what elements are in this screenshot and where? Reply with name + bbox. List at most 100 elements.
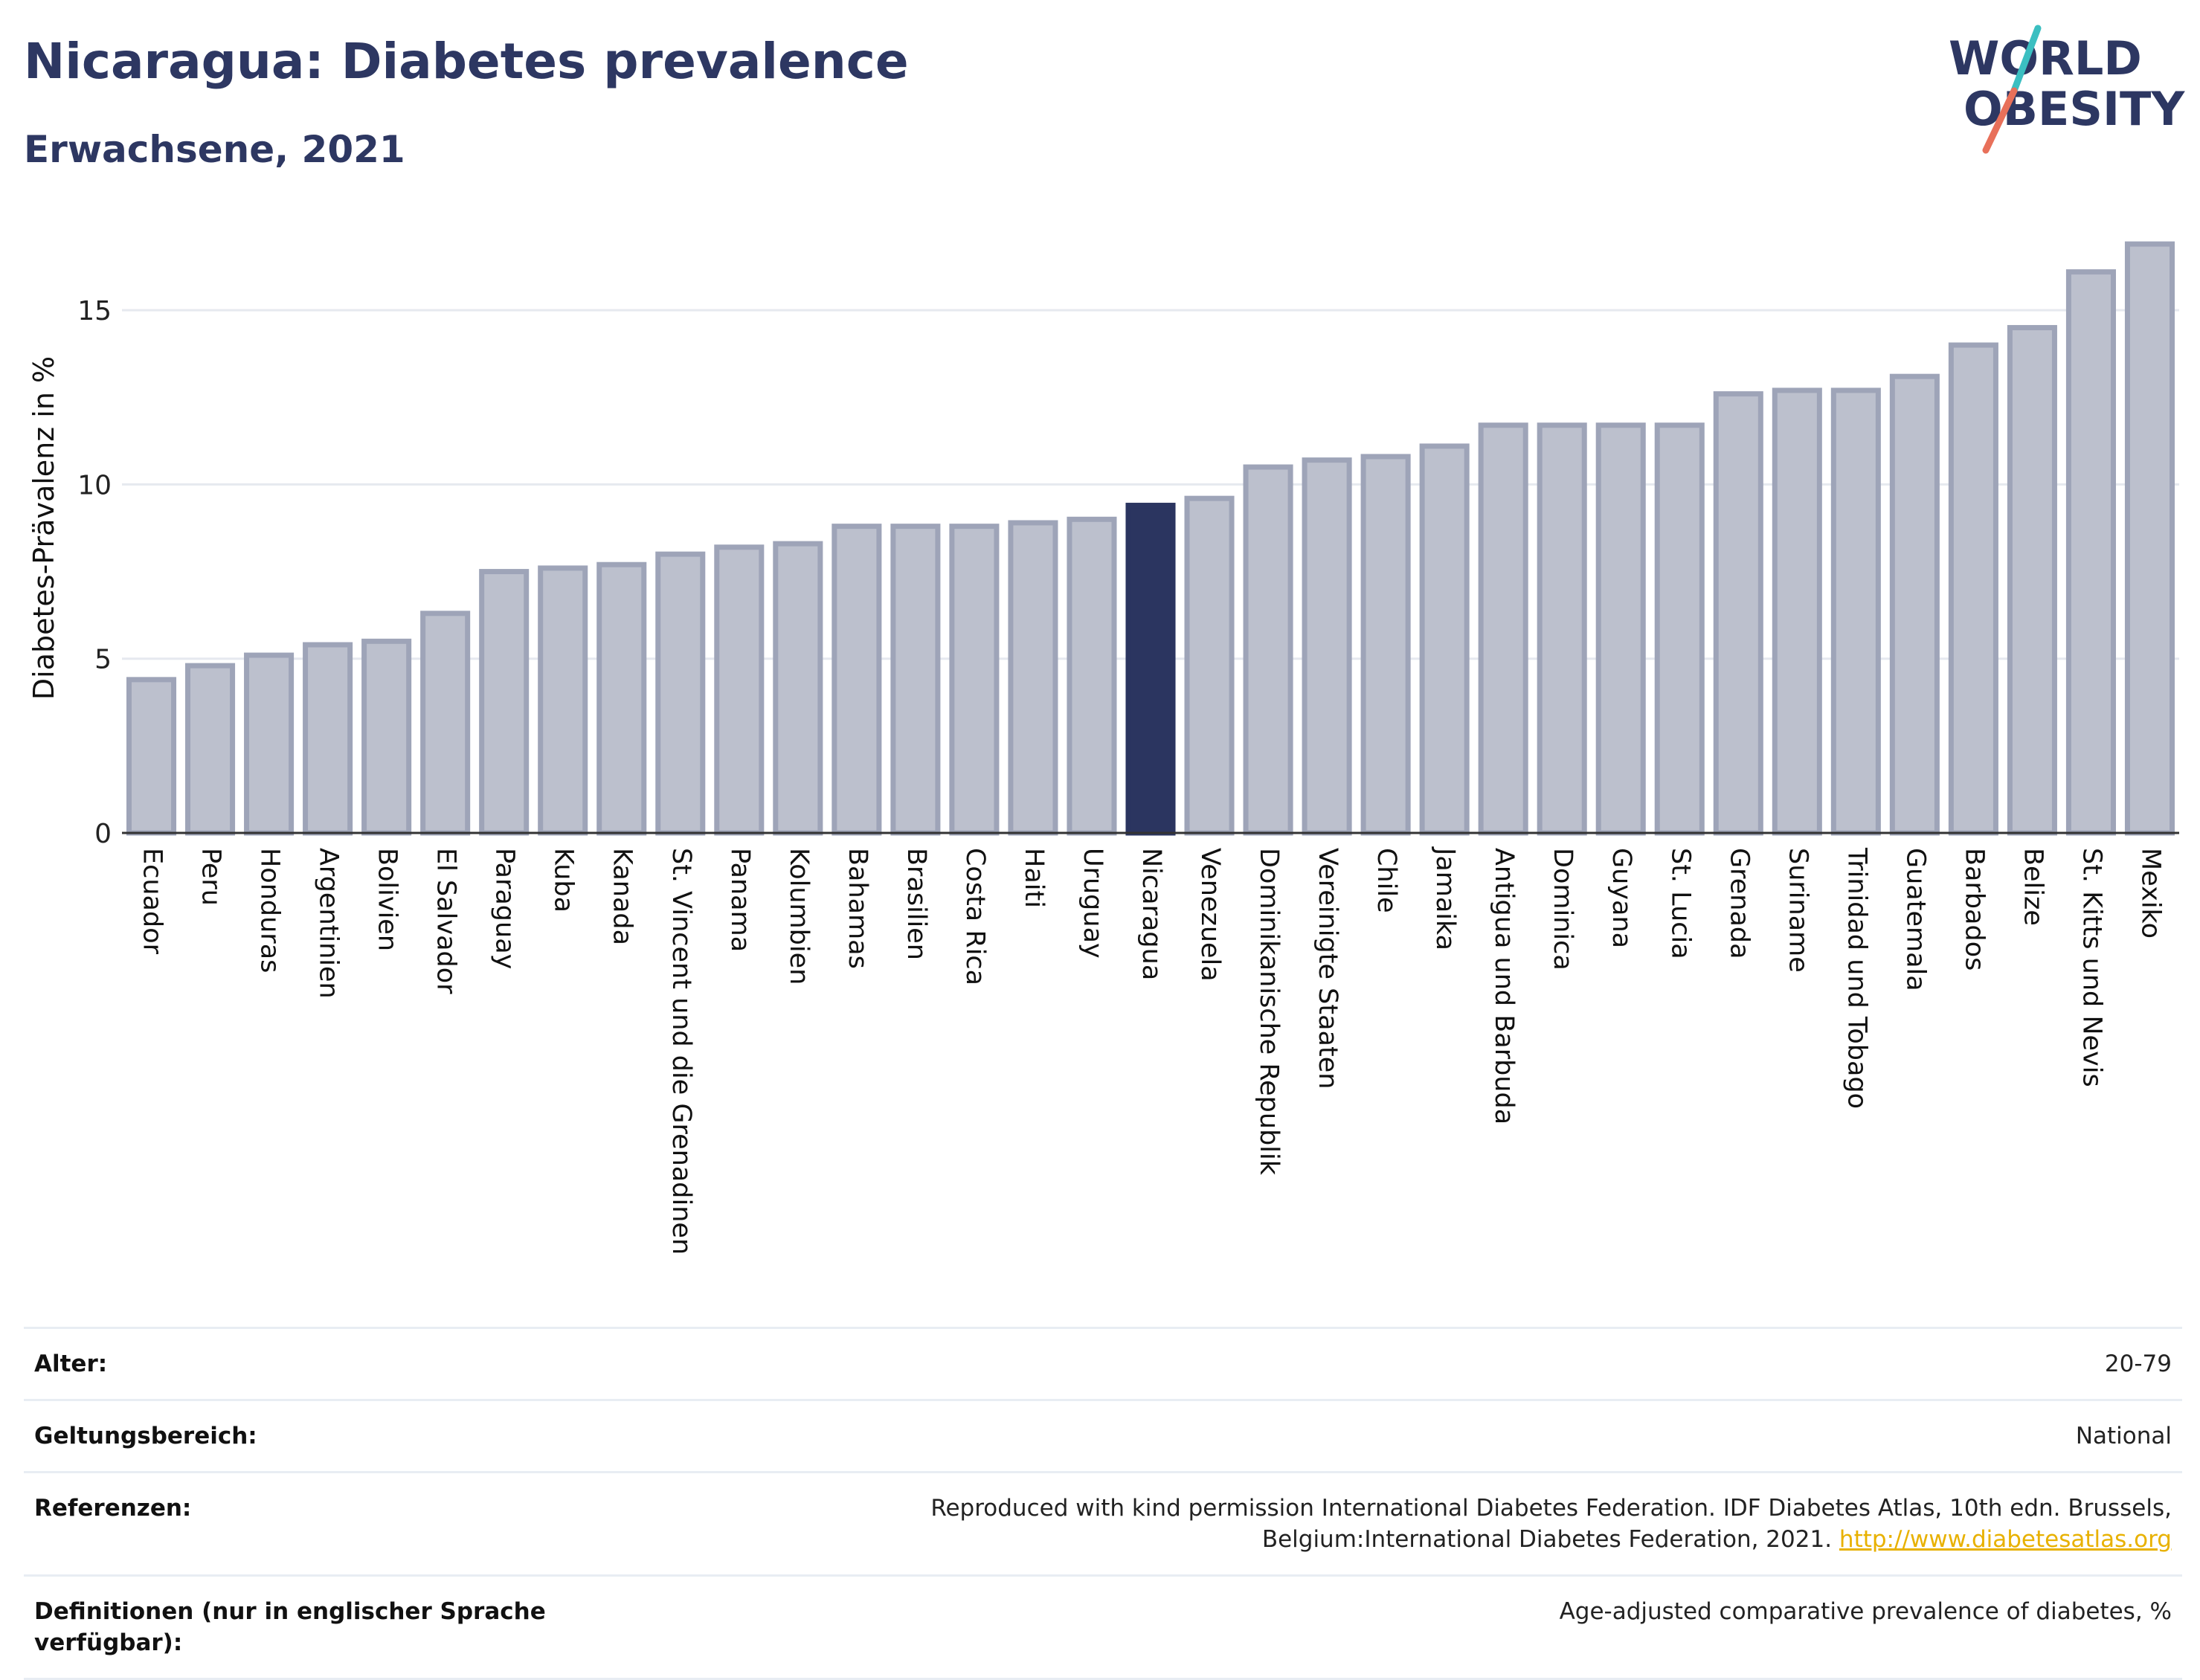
bar [1830,387,1881,836]
bar [361,638,412,836]
y-tick-label: 5 [94,645,112,675]
bar [420,611,471,836]
x-tick-label: Brasilien [901,848,931,960]
x-tick-label: Dominica [1548,848,1577,971]
x-tick-label: Argentinien [314,848,344,999]
bar [1889,373,1940,836]
bar [2065,269,2116,836]
x-tick-label: Haiti [1019,848,1049,908]
bar [1302,457,1352,836]
bar [1537,422,1587,836]
bar [2124,241,2175,836]
x-tick-label: Kanada [608,848,637,945]
bar [244,652,295,836]
bar [655,551,706,836]
meta-value: National [2075,1423,2172,1449]
bar [1948,342,1998,836]
x-tick-label: Peru [196,848,226,906]
bar [185,663,236,836]
bar [1595,422,1646,836]
x-tick-label: St. Vincent und die Grenadinen [666,848,696,1255]
meta-value: 20-79 [2104,1351,2172,1377]
y-tick-label: 15 [77,296,112,326]
y-axis-ticks: 0 5 10 15 [77,296,112,849]
x-tick-label: Bolivien [373,848,402,951]
x-tick-label: St. Lucia [1665,848,1695,959]
logo-accent-teal [2010,25,2042,94]
meta-value: Age-adjusted comparative prevalence of d… [1559,1598,2172,1625]
x-tick-label: Mexiko [2135,848,2165,939]
logo-line-1: WORLD [1949,31,2142,86]
y-tick-label: 0 [94,819,112,849]
x-tick-label: Grenada [1724,848,1754,959]
bar [2007,325,2057,836]
bar [126,677,177,836]
bar [714,544,765,836]
x-tick-label: Ecuador [138,848,167,955]
x-tick-label: Panama [725,848,755,952]
x-tick-label: Vereinigte Staaten [1313,848,1342,1089]
x-tick-label: Dominikanische Republik [1254,848,1284,1176]
x-tick-label: Belize [2018,848,2048,926]
x-tick-label: Venezuela [1195,848,1225,982]
reference-text: Reproduced with kind permission Internat… [930,1495,2172,1553]
bar [1008,520,1058,836]
meta-row-definitions: Definitionen (nur in englischer Sprache … [24,1574,2182,1680]
meta-row-references: Referenzen: Reproduced with kind permiss… [24,1471,2182,1574]
bar [303,642,353,836]
logo-accent-coral [1982,87,2018,154]
x-tick-label: Uruguay [1078,848,1107,959]
bar [1478,422,1528,836]
reference-link[interactable]: http://www.diabetesatlas.org [1839,1526,2172,1553]
bar [1184,495,1235,836]
chart-subtitle: Erwachsene, 2021 [24,128,405,171]
meta-value: Reproduced with kind permission Internat… [684,1493,2172,1555]
meta-label: Geltungsbereich: [34,1423,257,1449]
bar [949,524,1000,836]
bar [596,561,647,836]
meta-label: Alter: [34,1351,108,1377]
x-tick-label: Bahamas [843,848,872,969]
chart-title: Nicaragua: Diabetes prevalence [24,33,909,90]
bar [1419,443,1470,836]
bar-chart: 0 5 10 15 Ecuador Peru Honduras Argentinien Bol… [28,241,2179,1255]
x-tick-label: Paraguay [490,848,520,969]
x-tick-label: Guatemala [1900,848,1930,991]
y-tick-label: 10 [77,470,112,501]
x-tick-label: Kolumbien [784,848,814,985]
x-tick-label: Suriname [1783,848,1813,973]
x-tick-label: Guyana [1606,848,1636,948]
x-tick-label: El Salvador [431,848,461,994]
bar [1243,464,1293,836]
bars [126,241,2175,836]
bar-highlighted [1125,503,1176,836]
x-tick-label: St. Kitts und Nevis [2077,848,2106,1087]
bar [479,569,530,836]
bar [1713,391,1763,836]
x-tick-label: Kuba [549,848,579,913]
bar [1772,387,1822,836]
bar [832,524,882,836]
bar [773,541,823,836]
metadata-table: Alter: 20-79 Geltungsbereich: National R… [24,1327,2182,1680]
bar [890,524,941,836]
x-axis-ticks: Ecuador Peru Honduras Argentinien Bolivien El… [138,846,2166,1255]
bar [1067,516,1117,836]
meta-label: Referenzen: [34,1495,192,1522]
x-tick-label: Trinidad und Tobago [1842,847,1871,1109]
x-tick-label: Nicaragua [1136,848,1166,980]
x-tick-label: Honduras [255,848,285,973]
meta-row-age: Alter: 20-79 [24,1327,2182,1399]
bar [538,565,588,836]
x-tick-label: Costa Rica [960,848,990,985]
bar [1654,422,1705,836]
x-tick-label: Antigua und Barbuda [1489,848,1519,1124]
meta-label: Definitionen (nur in englischer Sprache … [34,1598,546,1656]
x-tick-label: Barbados [1959,848,1989,971]
bar [1360,454,1411,836]
x-tick-label: Jamaika [1430,846,1460,950]
world-obesity-logo: WORLD OBESITY [1949,25,2185,154]
y-axis-label: Diabetes-Prävalenz in % [28,356,60,700]
x-tick-label: Chile [1371,848,1401,913]
meta-row-scope: Geltungsbereich: National [24,1399,2182,1471]
